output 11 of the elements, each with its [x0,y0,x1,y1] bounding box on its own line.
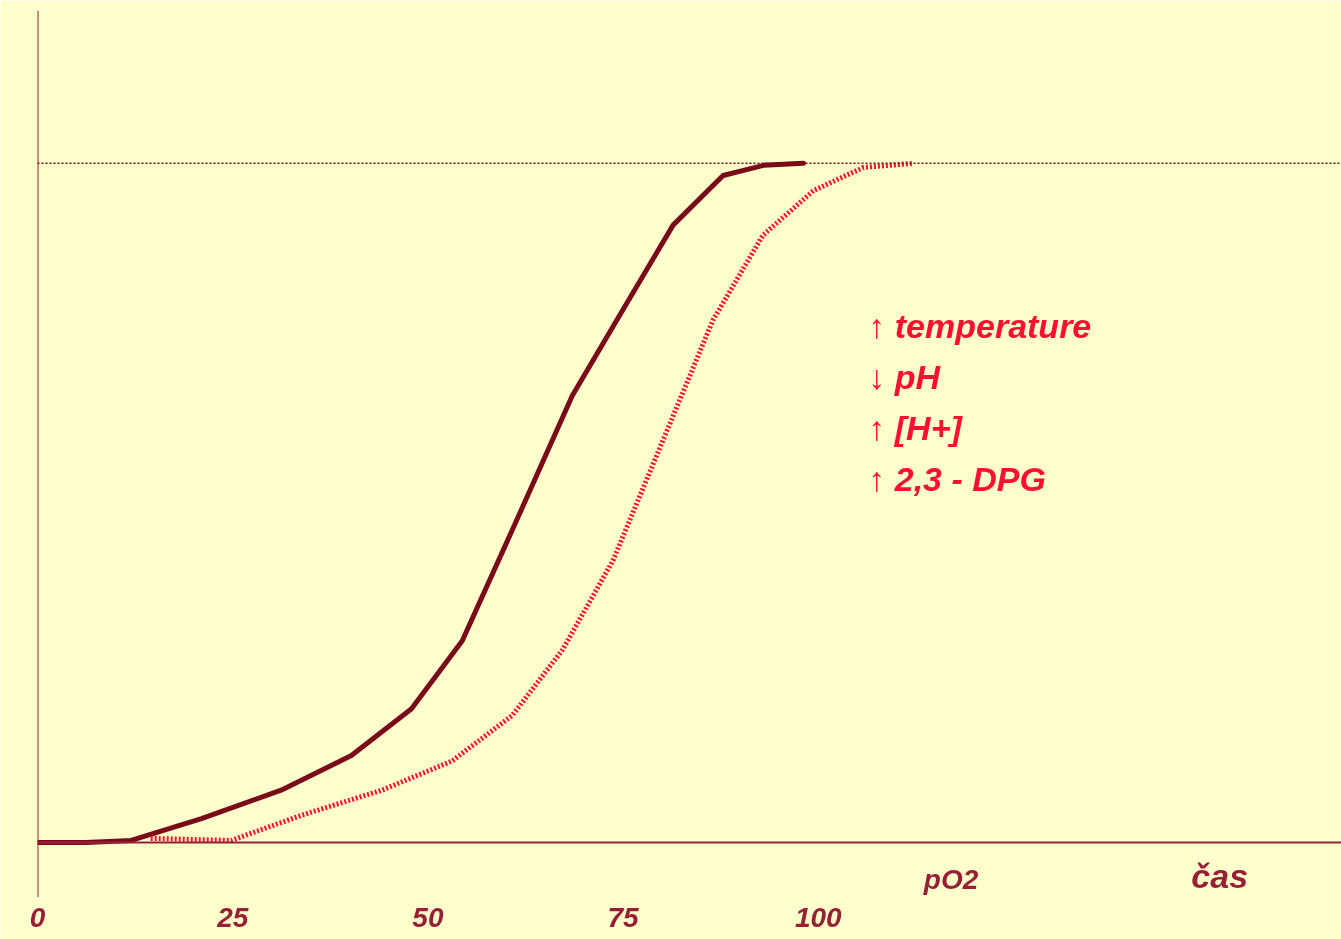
x-axis-title: pO2 [922,864,979,896]
x-tick-label: 100 [794,901,843,933]
annotation: ↑ temperature [868,307,1092,346]
text: čas [1191,857,1249,896]
x-tick-label: 50 [412,901,444,933]
annotation: ↓ pH [868,358,942,397]
x-tick-label: 0 [29,901,46,933]
x-tick-label: 75 [607,901,640,933]
annotation: ↑ 2,3 - DPG [868,460,1046,499]
annotation: ↑ [H+] [868,409,964,448]
x-tick-label: 25 [216,901,249,933]
